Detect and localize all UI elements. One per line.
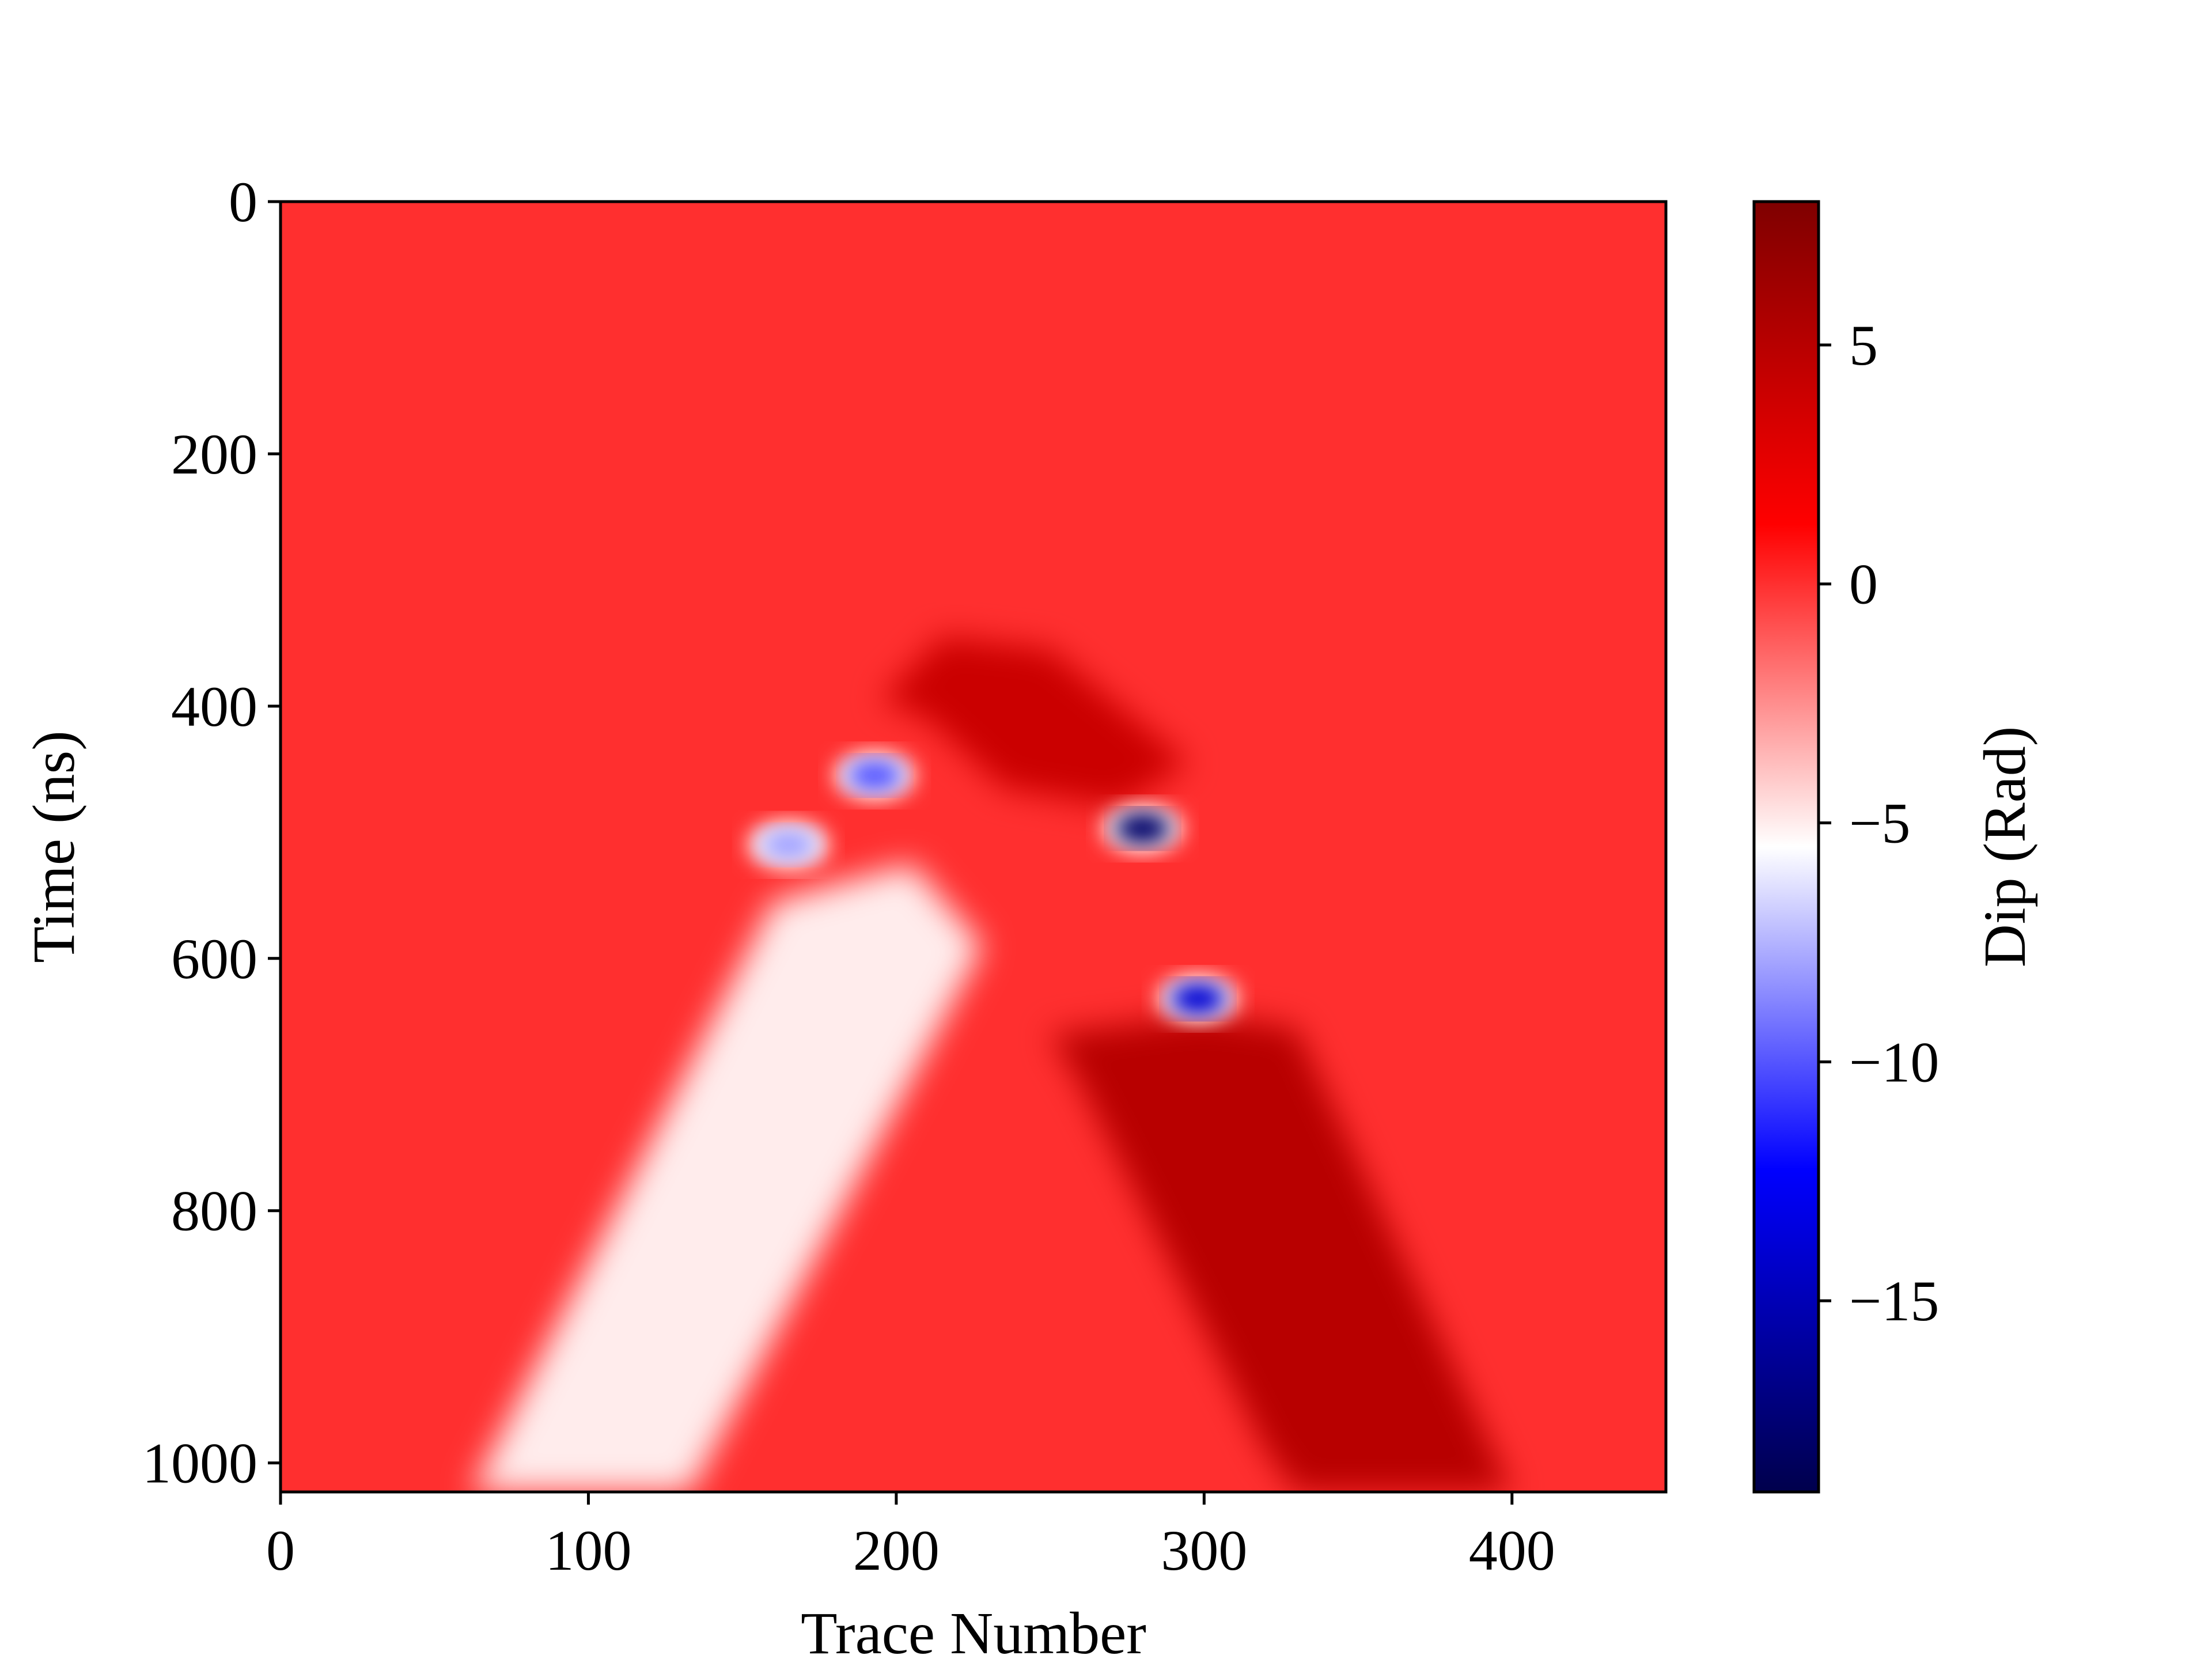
colorbar-tick-label: 5 [1849, 313, 1878, 377]
x-axis: 0 100 200 300 400 [266, 1492, 1555, 1582]
colorbar-axis: 5 0 −5 −10 −15 [1819, 313, 1939, 1333]
x-tick-label: 100 [545, 1518, 631, 1582]
heatmap-region [881, 637, 1189, 807]
colorbar: 5 0 −5 −10 −15 Dip (Rad) [1752, 200, 2038, 1494]
heatmap-spot [847, 759, 903, 792]
x-tick-label: 0 [266, 1518, 295, 1582]
heatmap-region [1050, 1015, 1512, 1492]
plot-area [279, 200, 1668, 1494]
y-tick-label: 600 [171, 927, 257, 991]
heatmap-spot [760, 828, 816, 861]
colorbar-fill [1754, 202, 1819, 1492]
y-tick-label: 1000 [142, 1431, 257, 1495]
y-tick-label: 800 [171, 1179, 257, 1243]
y-axis-title: Time (ns) [21, 730, 87, 963]
heatmap-region [471, 863, 983, 1492]
colorbar-tick-label: 0 [1849, 552, 1878, 616]
colorbar-title: Dip (Rad) [1972, 726, 2038, 968]
x-tick-label: 300 [1161, 1518, 1247, 1582]
heatmap-background [281, 202, 1666, 1492]
y-tick-label: 200 [171, 422, 257, 486]
colorbar-tick-label: −15 [1849, 1269, 1939, 1333]
heatmap-spot [1115, 812, 1171, 845]
y-tick-label: 400 [171, 675, 257, 738]
heatmap-features [471, 637, 1512, 1492]
plot-frame [279, 200, 1668, 1494]
colorbar-tick-label: −5 [1849, 791, 1910, 855]
y-axis: 0 200 400 600 800 1000 [142, 170, 281, 1495]
heatmap-spot [1170, 982, 1226, 1015]
colorbar-frame [1752, 200, 1820, 1494]
x-tick-label: 200 [853, 1518, 940, 1582]
y-tick-label: 0 [229, 170, 257, 234]
colorbar-tick-label: −10 [1849, 1030, 1939, 1094]
x-tick-label: 400 [1469, 1518, 1555, 1582]
x-axis-title: Trace Number [801, 1600, 1146, 1659]
